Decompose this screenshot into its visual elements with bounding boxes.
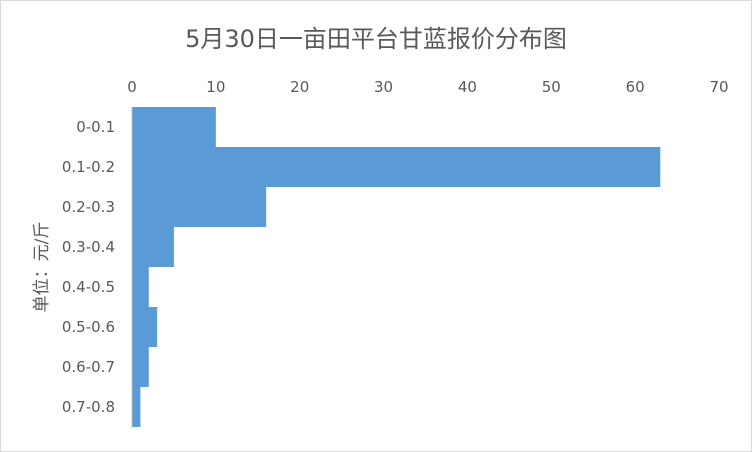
y-tick-label: 0.1-0.2	[62, 158, 115, 176]
y-tick-label: 0.4-0.5	[62, 278, 115, 296]
bar	[132, 307, 158, 347]
y-tick-label: 0.7-0.8	[62, 398, 115, 416]
bar	[132, 187, 267, 227]
y-tick-label: 0-0.1	[76, 118, 115, 136]
x-tick-label: 20	[290, 78, 309, 96]
bar	[132, 347, 149, 387]
y-tick-label: 0.3-0.4	[62, 238, 115, 256]
y-tick-label: 0.6-0.7	[62, 358, 115, 376]
bar	[132, 387, 141, 427]
x-tick-label: 10	[206, 78, 225, 96]
bar	[132, 227, 174, 267]
x-tick-label: 70	[709, 78, 728, 96]
bar	[132, 267, 149, 307]
x-tick-label: 60	[626, 78, 645, 96]
y-tick-label: 0.5-0.6	[62, 318, 115, 336]
x-tick-label: 40	[458, 78, 477, 96]
y-tick-label: 0.2-0.3	[62, 198, 115, 216]
chart-title: 5月30日一亩田平台甘蓝报价分布图	[185, 25, 567, 53]
bar	[132, 107, 216, 147]
x-tick-label: 50	[542, 78, 561, 96]
x-tick-label: 30	[374, 78, 393, 96]
y-axis-label: 单位：元/斤	[32, 222, 52, 313]
x-tick-label: 0	[127, 78, 137, 96]
bar	[132, 147, 661, 187]
